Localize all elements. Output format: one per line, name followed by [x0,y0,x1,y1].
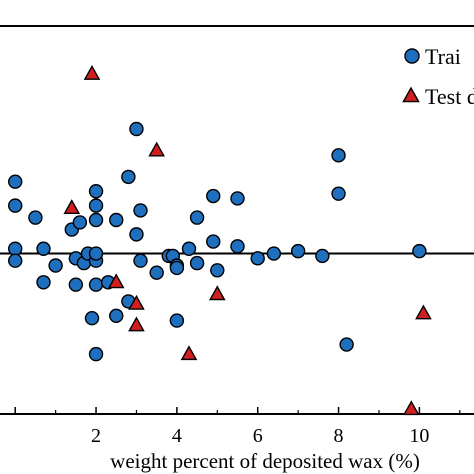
training-data-point [129,227,144,242]
training-data-point [331,148,346,163]
training-data-point [189,255,205,271]
training-data-point [84,310,100,326]
training-data-point [149,265,164,280]
training-data-point [88,212,104,228]
test-data-point [148,141,165,157]
training-data-point [230,191,245,206]
test-data-point [128,316,145,332]
training-data-point [189,210,205,225]
training-data-point [36,241,51,256]
training-data-point [412,243,427,259]
training-data-point [210,263,225,278]
test-data-point [63,199,81,214]
x-axis-title: weight percent of deposited wax (%) [110,449,420,473]
training-data-point [8,198,23,213]
data-points [8,64,432,416]
training-data-point [331,186,346,201]
test-data-point [415,304,432,320]
training-data-point [36,275,51,290]
training-data-point [88,277,104,292]
training-data-point [339,337,354,352]
training-data-point [109,212,124,228]
training-data-point [121,169,136,185]
training-data-point [48,258,63,273]
test-data-point [107,273,125,289]
training-data-point [88,246,104,261]
legend-circle-marker [404,48,420,64]
training-data-point [169,313,185,328]
legend-label: Trai [425,44,461,69]
test-data-point [402,400,420,416]
training-data-point [8,253,23,268]
training-data-point [28,210,43,225]
x-tick-label: 10 [409,425,429,447]
x-tick-label: 4 [172,425,182,447]
training-data-point [8,241,23,256]
training-data-point [133,253,148,268]
training-data-point [266,246,282,261]
training-data-point [230,239,245,254]
training-data-point [88,184,104,199]
training-data-point [88,198,104,213]
training-data-point [72,215,88,230]
training-data-point [250,251,265,266]
x-axis-ticks: 2 4 6 8 10 [14,407,461,447]
legend-triangle-marker [402,86,420,103]
legend-label: Test d [425,84,474,109]
training-data-point [169,260,185,276]
training-data-point [68,277,84,292]
legend: Trai Test d [402,44,474,109]
test-data-point [180,345,198,361]
plot-frame [0,25,474,415]
test-data-point [208,285,226,301]
training-data-point [88,346,104,362]
training-data-point [315,248,330,264]
training-data-point [181,241,197,256]
training-data-point [206,234,221,249]
training-data-point [290,243,306,259]
training-data-point [206,188,221,204]
training-data-point [8,174,23,189]
x-tick-label: 8 [334,425,344,447]
training-data-point [133,203,148,218]
test-data-point [128,294,145,310]
x-tick-label: 2 [91,425,101,447]
training-data-point [129,121,144,137]
test-data-point [83,64,101,80]
training-data-point [109,308,124,324]
x-tick-label: 6 [253,425,263,447]
